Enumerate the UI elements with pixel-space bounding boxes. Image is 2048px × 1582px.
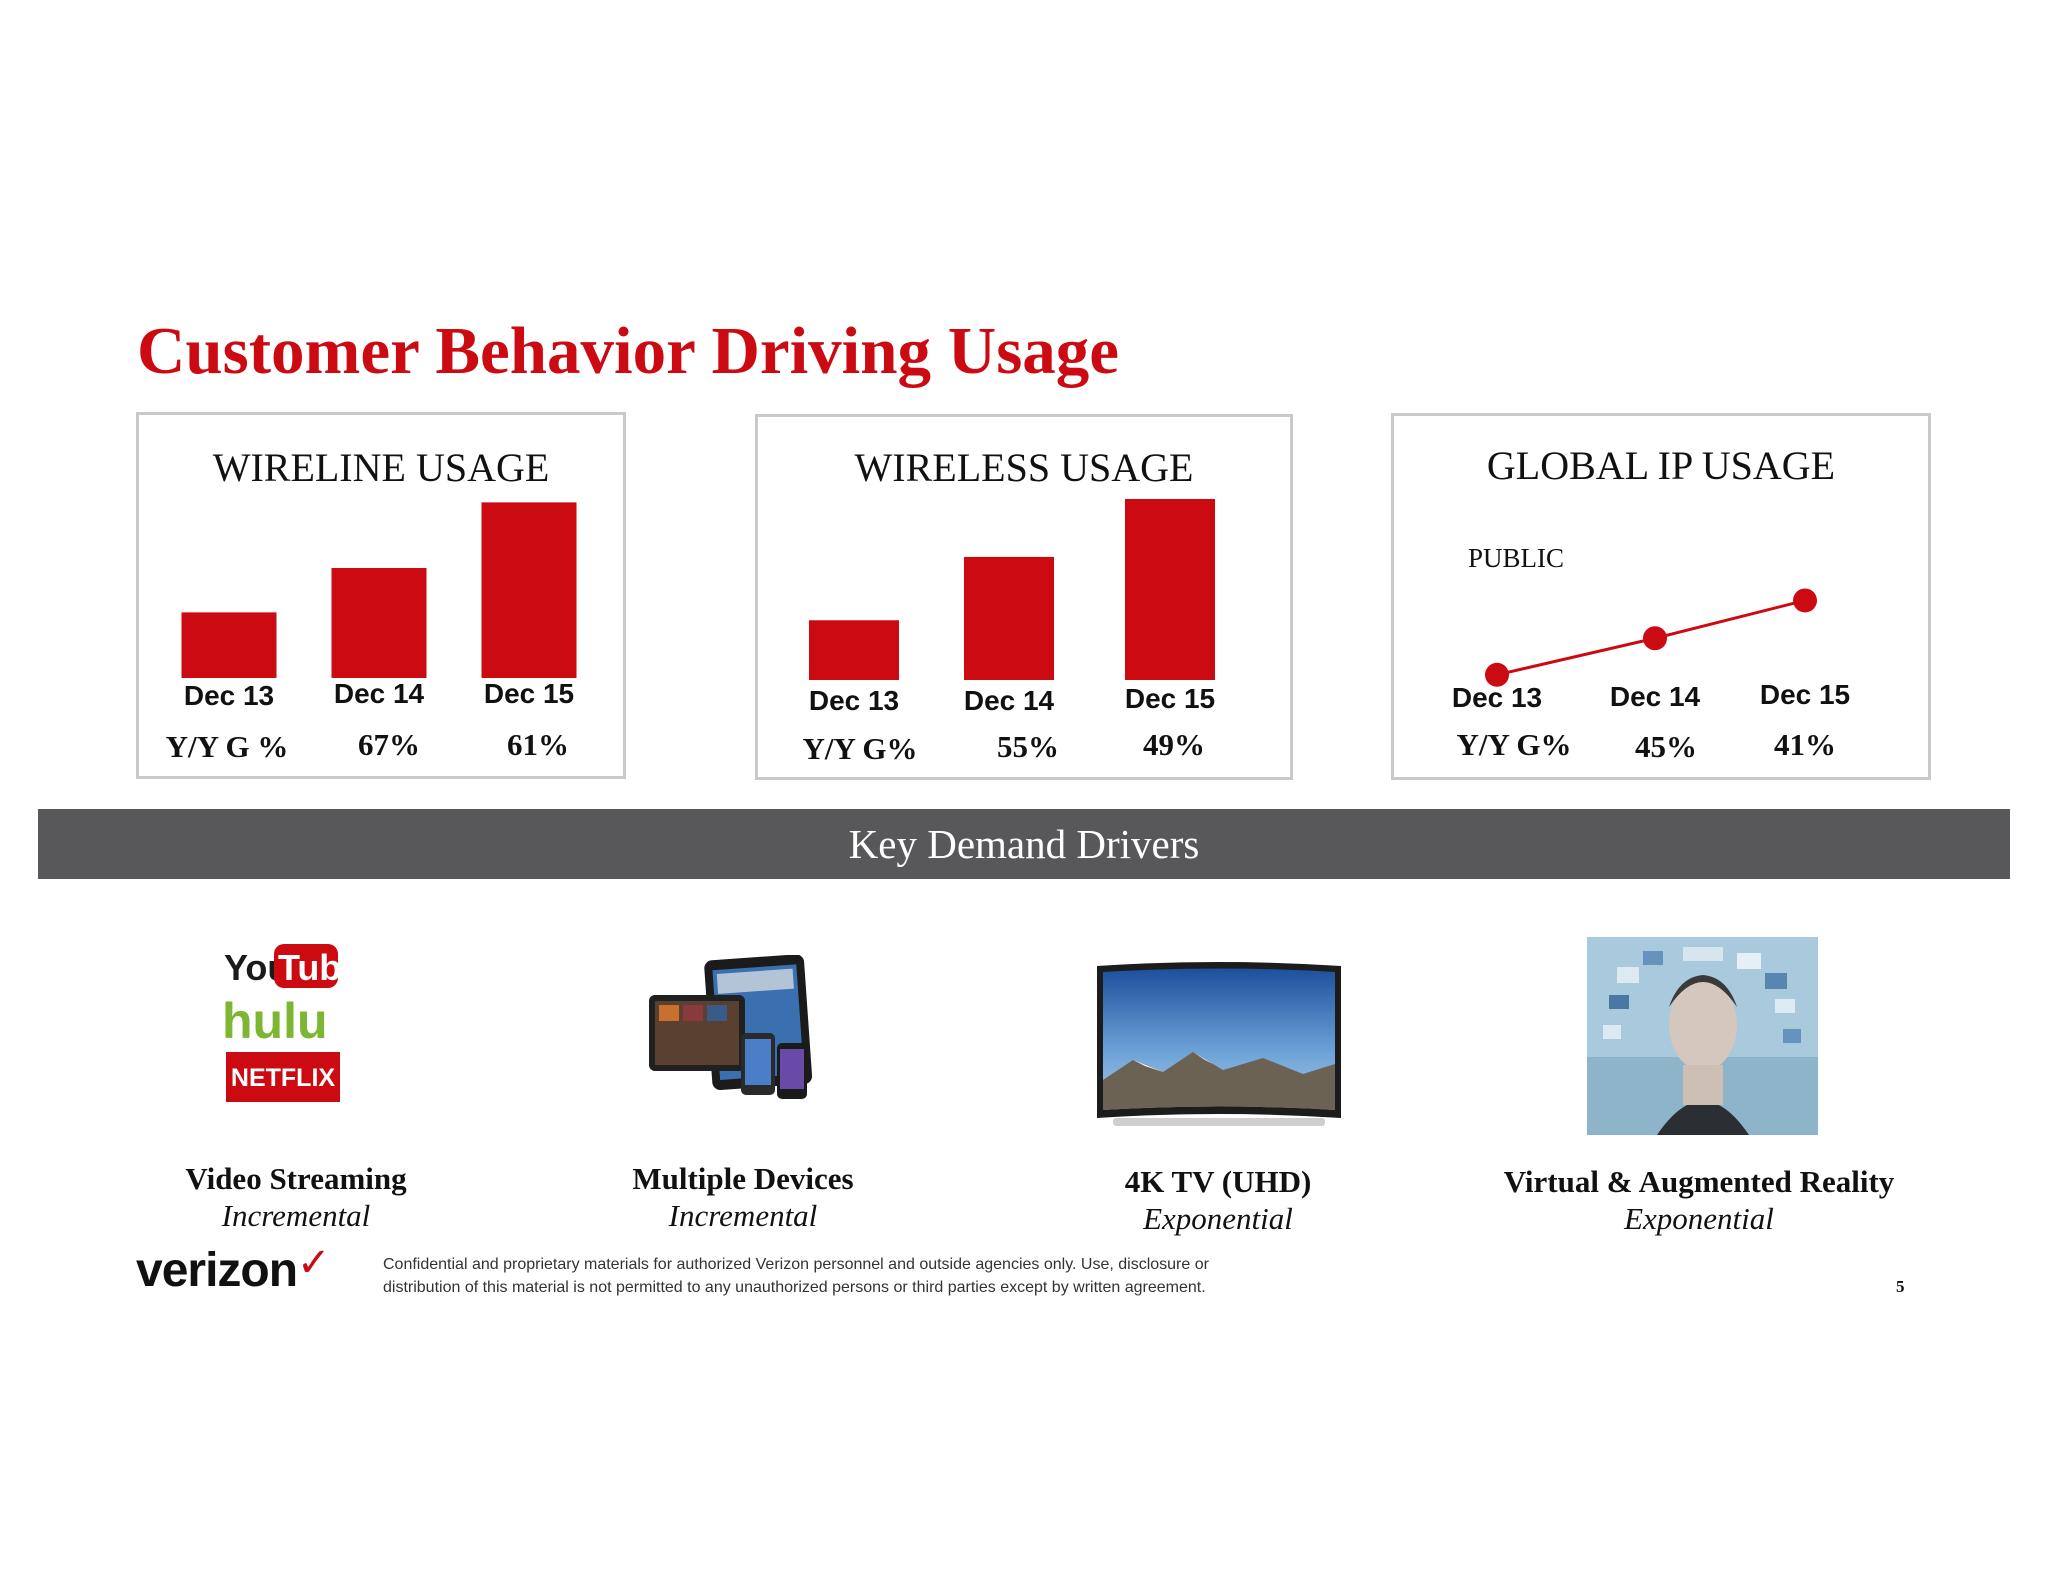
global-ip-category-label: Dec 15 [1760,679,1850,710]
verizon-logo: verizon✓ [136,1243,331,1297]
wireline-bar-1 [181,612,277,678]
global-ip-series-label: PUBLIC [1468,543,1564,573]
verizon-check-icon: ✓ [297,1241,331,1285]
footer-disclaimer-line-1: Confidential and proprietary materials f… [383,1256,1209,1273]
global-ip-point-3 [1793,588,1817,613]
global-ip-growth-label: Y/Y G% [1456,727,1571,762]
verizon-logo-text: verizon [136,1244,298,1297]
wireless-bar-2 [964,556,1054,680]
wireless-growth-value: 55% [997,729,1059,764]
wireless-growth-value: 49% [1143,727,1205,762]
footer-disclaimer: Confidential and proprietary materials f… [383,1253,1263,1299]
vr-icon [1587,937,1818,1135]
global-ip-growth-value: 41% [1774,727,1836,762]
wireline-bar-3 [481,502,577,678]
tv-icon [1093,960,1345,1135]
wireline-usage-title: WIRELINE USAGE [212,445,550,490]
wireline-growth-value: 67% [358,727,420,762]
driver-impact: Exponential [1143,1201,1293,1237]
page-title: Customer Behavior Driving Usage [137,314,1120,388]
netflix-logo-box [226,1052,340,1102]
global-ip-category-label: Dec 14 [1610,681,1701,712]
page-number: 5 [1896,1277,1905,1296]
wireline-growth-value: 61% [507,727,569,762]
driver-impact: Incremental [221,1198,371,1234]
global-ip-usage-title: GLOBAL IP USAGE [1486,443,1836,488]
global-ip-point-2 [1643,626,1667,651]
driver-impact: Incremental [668,1198,818,1234]
wireless-usage-title: WIRELESS USAGE [854,445,1194,490]
driver-name: 4K TV (UHD) [1124,1164,1312,1199]
wireline-category-label: Dec 13 [184,680,274,711]
wireline-growth-label: Y/Y G % [166,729,289,764]
wireless-bar-3 [1125,499,1215,680]
driver-4k-tv: 4K TV (UHD) Exponential [968,1163,1468,1237]
global-ip-usage-panel: GLOBAL IP USAGE [1391,413,1931,780]
driver-name: Multiple Devices [632,1161,854,1196]
wireless-growth-label: Y/Y G% [802,731,917,766]
driver-name: Video Streaming [185,1161,407,1196]
wireless-category-label: Dec 15 [1125,683,1215,714]
youtube-logo-box [274,944,338,988]
wireless-bar-1 [809,620,899,680]
devices-icon [645,954,835,1105]
wireless-category-label: Dec 14 [964,685,1055,716]
streaming-logos-icon: You Tube hulu NETFLIX [222,940,361,1105]
driver-impact: Exponential [1624,1201,1774,1237]
wireline-category-label: Dec 14 [334,678,425,709]
driver-video-streaming: Video Streaming Incremental [46,1160,546,1234]
wireless-category-label: Dec 13 [809,685,899,716]
key-demand-drivers-band: Key Demand Drivers [38,809,2010,879]
global-ip-growth-value: 45% [1635,729,1697,764]
wireline-bar-2 [331,567,427,678]
global-ip-category-label: Dec 13 [1452,682,1542,713]
netflix-logo: NETFLIX [231,1064,335,1092]
youtube-logo-tube: Tube [278,947,342,988]
global-ip-point-1 [1485,662,1509,687]
footer-disclaimer-line-2: distribution of this material is not per… [383,1279,1206,1296]
driver-virtual-augmented-reality: Virtual & Augmented Reality Exponential [1449,1163,1949,1237]
driver-multiple-devices: Multiple Devices Incremental [493,1160,993,1234]
hulu-logo: hulu [222,993,328,1049]
wireline-category-label: Dec 15 [484,678,574,709]
driver-name: Virtual & Augmented Reality [1503,1164,1895,1199]
